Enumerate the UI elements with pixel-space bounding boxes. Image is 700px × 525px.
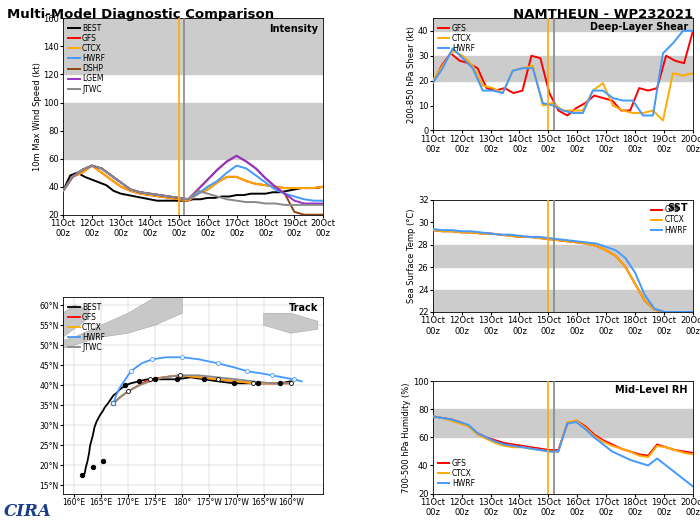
Point bbox=[176, 353, 188, 362]
Point bbox=[228, 379, 239, 387]
Point bbox=[108, 399, 119, 407]
Bar bbox=[433, 18, 693, 31]
Point bbox=[97, 457, 108, 466]
Text: Mid-Level RH: Mid-Level RH bbox=[615, 385, 688, 395]
Polygon shape bbox=[264, 313, 318, 333]
Point bbox=[108, 399, 119, 407]
Point bbox=[76, 471, 88, 480]
Text: CIRA: CIRA bbox=[4, 503, 51, 520]
Point bbox=[144, 375, 155, 383]
Point bbox=[133, 377, 144, 385]
Point bbox=[150, 375, 161, 383]
Point bbox=[198, 375, 209, 383]
Text: Multi-Model Diagnostic Comparison: Multi-Model Diagnostic Comparison bbox=[7, 8, 274, 21]
Point bbox=[247, 379, 258, 387]
Point bbox=[212, 359, 223, 368]
Point bbox=[266, 371, 277, 380]
Text: Intensity: Intensity bbox=[269, 24, 318, 34]
Legend: GFS, CTCX, HWRF: GFS, CTCX, HWRF bbox=[437, 457, 476, 490]
Legend: BEST, GFS, CTCX, HWRF, DSHP, LGEM, JTWC: BEST, GFS, CTCX, HWRF, DSHP, LGEM, JTWC bbox=[66, 22, 106, 95]
Point bbox=[285, 379, 296, 387]
Text: NAMTHEUN - WP232021: NAMTHEUN - WP232021 bbox=[513, 8, 693, 21]
Point bbox=[125, 367, 136, 375]
Point bbox=[122, 387, 134, 395]
Polygon shape bbox=[47, 297, 182, 353]
Point bbox=[147, 355, 158, 363]
Bar bbox=[433, 245, 693, 267]
Text: Track: Track bbox=[288, 303, 318, 313]
Legend: GFS, CTCX, HWRF: GFS, CTCX, HWRF bbox=[437, 22, 476, 55]
Bar bbox=[433, 290, 693, 312]
Point bbox=[274, 379, 286, 387]
Polygon shape bbox=[52, 305, 90, 337]
Point bbox=[253, 379, 264, 387]
Point bbox=[241, 367, 253, 375]
Polygon shape bbox=[0, 353, 31, 369]
Point bbox=[212, 375, 223, 383]
Y-axis label: Sea Surface Temp (°C): Sea Surface Temp (°C) bbox=[407, 208, 416, 303]
Legend: BEST, GFS, CTCX, HWRF, JTWC: BEST, GFS, CTCX, HWRF, JTWC bbox=[66, 301, 106, 354]
Point bbox=[174, 371, 186, 380]
Point bbox=[88, 463, 99, 471]
Y-axis label: 200-850 hPa Shear (kt): 200-850 hPa Shear (kt) bbox=[407, 26, 416, 123]
Bar bbox=[433, 410, 693, 437]
Bar bbox=[63, 102, 323, 159]
Legend: GFS, CTCX, HWRF: GFS, CTCX, HWRF bbox=[650, 204, 690, 236]
Y-axis label: 10m Max Wind Speed (kt): 10m Max Wind Speed (kt) bbox=[33, 62, 41, 171]
Point bbox=[120, 381, 131, 390]
Bar bbox=[63, 18, 323, 75]
Bar bbox=[433, 56, 693, 81]
Point bbox=[172, 375, 183, 383]
Text: SST: SST bbox=[667, 203, 688, 213]
Text: Deep-Layer Shear: Deep-Layer Shear bbox=[589, 22, 688, 32]
Point bbox=[288, 375, 299, 383]
Point bbox=[108, 399, 119, 407]
Y-axis label: 700-500 hPa Humidity (%): 700-500 hPa Humidity (%) bbox=[402, 382, 412, 493]
